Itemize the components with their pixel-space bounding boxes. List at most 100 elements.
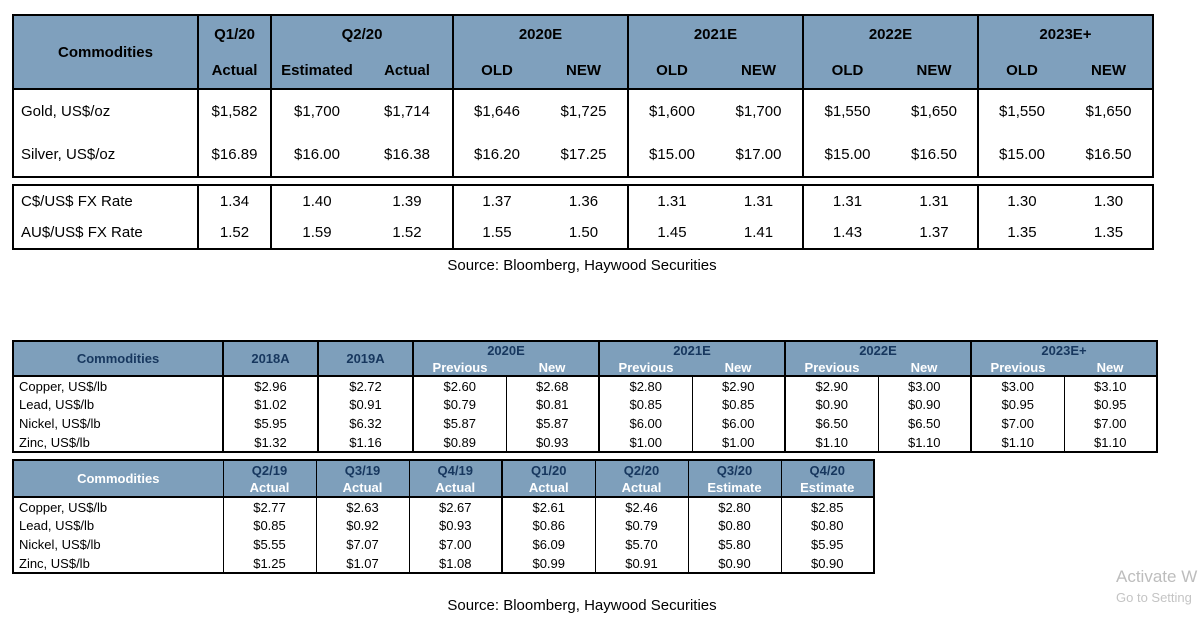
value-cell: $0.91 (317, 395, 413, 414)
table-row: C$/US$ FX Rate 1.34 1.40 1.39 1.37 1.36 … (13, 185, 1153, 217)
value-cell: 1.31 (743, 193, 774, 210)
table-row: Zinc, US$/lb $1.32 $1.16 $0.89 $0.93 $1.… (13, 433, 1157, 452)
value-cell: 1.35 (977, 217, 1065, 249)
row-label: Lead, US$/lb (19, 397, 95, 412)
value-cell: $1.10 (1063, 433, 1157, 452)
value-cell: $0.91 (594, 554, 688, 573)
column-header: Q2/19 (222, 460, 316, 479)
watermark-line[interactable]: Go to Setting (1116, 590, 1192, 605)
value-cell: $0.90 (784, 395, 878, 414)
value-cell: $0.85 (222, 516, 316, 535)
column-header: 2021E (598, 341, 785, 359)
value-cell: 1.36 (568, 193, 599, 210)
column-subheader: Actual (501, 479, 595, 498)
value-cell: $2.63 (315, 497, 409, 516)
table-row: Lead, US$/lb $0.85 $0.92 $0.93 $0.86 $0.… (13, 516, 874, 535)
value-cell: $2.90 (691, 376, 785, 395)
value-cell: $6.50 (877, 414, 971, 433)
column-subheader: Estimated (270, 52, 362, 90)
value-cell: $0.99 (501, 554, 595, 573)
value-cell: 1.52 (392, 224, 422, 241)
watermark-line: Activate W (1116, 567, 1198, 586)
value-cell: $1.16 (317, 433, 413, 452)
value-cell: $16.20 (452, 133, 540, 177)
column-subheader: New (878, 359, 971, 377)
column-subheader: OLD (627, 52, 715, 90)
value-cell: $16.50 (911, 146, 957, 163)
value-cell: $1,650 (1085, 103, 1132, 120)
column-subheader: Actual (408, 479, 502, 498)
column-header: Q1/20 (501, 460, 595, 479)
column-subheader: New (506, 359, 599, 377)
value-cell: $2.85 (780, 497, 874, 516)
value-cell: $1,714 (384, 103, 430, 120)
column-header: Q2/20 (270, 15, 453, 52)
column-subheader: Actual (197, 52, 271, 90)
table-row: Zinc, US$/lb $1.25 $1.07 $1.08 $0.99 $0.… (13, 554, 874, 573)
value-cell: $1,700 (270, 89, 362, 133)
header-row-periods: Commodities Q2/19 Q3/19 Q4/19 Q1/20 Q2/2… (13, 460, 874, 498)
value-cell: $0.81 (505, 395, 599, 414)
value-cell: $2.77 (222, 497, 316, 516)
value-cell: $2.72 (317, 376, 413, 395)
column-header: 2020E (412, 341, 599, 359)
table-row: AU$/US$ FX Rate 1.52 1.59 1.52 1.55 1.50… (13, 217, 1153, 249)
column-subheader: OLD (802, 52, 891, 90)
row-label: Lead, US$/lb (19, 518, 95, 533)
column-header: 2023E+ (977, 15, 1153, 52)
table-row: Lead, US$/lb $1.02 $0.91 $0.79 $0.81 $0.… (13, 395, 1157, 414)
column-subheader: NEW (715, 52, 803, 90)
base-metals-annual-forecast-table: Commodities 2018A 2019A 2020E 2021E 2022… (12, 340, 1158, 453)
value-cell: $5.87 (505, 414, 599, 433)
table-row: Copper, US$/lb $2.96 $2.72 $2.60 $2.68 $… (13, 376, 1157, 395)
column-header: 2021E (627, 15, 803, 52)
value-cell: $7.00 (408, 535, 502, 554)
value-cell: $1,550 (802, 89, 891, 133)
column-subheader: Actual (315, 479, 409, 498)
row-label: Nickel, US$/lb (19, 416, 101, 431)
value-cell: $0.93 (408, 516, 502, 535)
column-subheader: NEW (540, 52, 628, 90)
value-cell: $1.32 (222, 433, 318, 452)
value-cell: $0.79 (412, 395, 506, 414)
row-label: Copper, US$/lb (19, 499, 108, 515)
value-cell: $0.89 (412, 433, 506, 452)
column-header: Q4/20 (780, 460, 874, 479)
commodities-corner-header: Commodities (13, 460, 223, 498)
value-cell: $2.60 (412, 376, 506, 395)
column-header: Q2/20 (594, 460, 688, 479)
column-header: 2019A (317, 341, 413, 377)
value-cell: $3.00 (877, 376, 971, 395)
column-header: Q3/19 (315, 460, 409, 479)
column-subheader: Previous (970, 359, 1064, 377)
value-cell: 1.31 (919, 193, 949, 210)
windows-activation-watermark: Activate W Go to Setting (1116, 567, 1197, 605)
value-cell: 1.30 (977, 185, 1065, 217)
value-cell: $1,550 (977, 89, 1065, 133)
value-cell: $1.08 (408, 554, 502, 573)
value-cell: 1.39 (392, 193, 422, 210)
value-cell: 1.50 (568, 224, 599, 241)
value-cell: $17.25 (560, 146, 607, 163)
column-subheader: Actual (222, 479, 316, 498)
value-cell: $2.61 (501, 497, 595, 516)
value-cell: 1.34 (197, 185, 271, 217)
column-subheader: OLD (977, 52, 1065, 90)
value-cell: $1.00 (691, 433, 785, 452)
value-cell: $16.50 (1085, 146, 1132, 163)
row-label: C$/US$ FX Rate (21, 193, 133, 210)
value-cell: 1.43 (802, 217, 891, 249)
table-row: Gold, US$/oz $1,582 $1,700 $1,714 $1,646… (13, 89, 1153, 133)
value-cell: $1.07 (315, 554, 409, 573)
source-note: Source: Bloomberg, Haywood Securities (447, 597, 717, 614)
value-cell: $0.95 (970, 395, 1064, 414)
column-subheader: Estimate (780, 479, 874, 498)
value-cell: $5.87 (412, 414, 506, 433)
value-cell: 1.31 (802, 185, 891, 217)
column-header: Q4/19 (408, 460, 502, 479)
value-cell: $0.80 (687, 516, 781, 535)
column-subheader: New (692, 359, 785, 377)
value-cell: $1.10 (970, 433, 1064, 452)
value-cell: $1,582 (197, 89, 271, 133)
value-cell: $3.10 (1063, 376, 1157, 395)
